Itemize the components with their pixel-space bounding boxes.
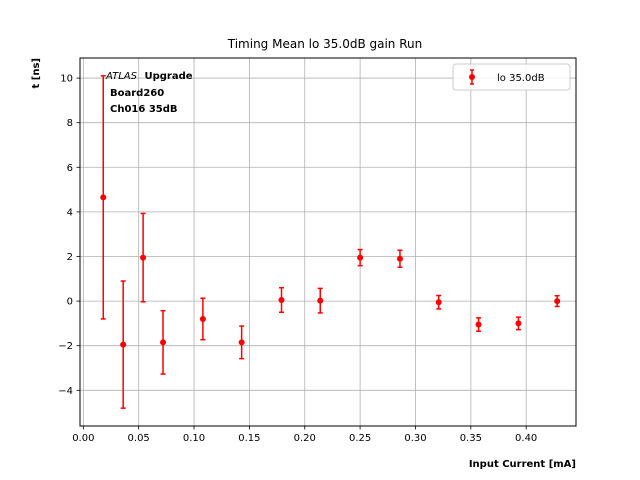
x-tick-label: 0.15 <box>238 433 260 444</box>
y-tick-label: 6 <box>67 163 73 174</box>
data-point <box>238 339 245 346</box>
y-tick-label: 2 <box>67 252 73 263</box>
x-tick-label: 0.20 <box>294 433 316 444</box>
annotation-channel: Ch016 35dB <box>110 104 178 115</box>
y-tick-label: 4 <box>67 207 73 218</box>
data-point <box>140 254 147 261</box>
data-points <box>100 194 561 348</box>
y-tick-label: 0 <box>67 297 73 308</box>
x-tick-label: 0.30 <box>404 433 426 444</box>
data-point <box>160 339 167 346</box>
data-point <box>435 299 442 306</box>
x-tick-label: 0.35 <box>460 433 482 444</box>
y-tick-label: 8 <box>67 118 73 129</box>
legend-label: lo 35.0dB <box>497 73 545 84</box>
x-tick-label: 0.05 <box>128 433 150 444</box>
legend-box <box>452 63 571 91</box>
legend-marker <box>469 74 475 80</box>
data-point <box>278 296 285 303</box>
data-point <box>357 254 364 261</box>
x-tick-label: 0.25 <box>349 433 371 444</box>
atlas-label: ATLAS <box>105 71 138 82</box>
data-point <box>100 194 107 201</box>
chart-title: Timing Mean lo 35.0dB gain Run <box>227 37 422 51</box>
y-axis-label: t [ns] <box>31 58 42 88</box>
data-point <box>120 341 127 348</box>
y-tick-label: 10 <box>60 74 73 85</box>
annotation-line1: ATLAS Upgrade <box>105 71 193 82</box>
legend: lo 35.0dB <box>452 63 571 91</box>
y-tick-label: −4 <box>58 386 73 397</box>
y-tick-label: −2 <box>58 341 73 352</box>
upgrade-label: Upgrade <box>144 71 192 82</box>
x-tick-label: 0.40 <box>515 433 537 444</box>
data-point <box>317 297 324 304</box>
x-axis-label: Input Current [mA] <box>469 459 576 470</box>
plot-frame <box>79 57 577 427</box>
y-axis-ticks: −4 −2 0 2 4 6 8 10 <box>58 74 80 397</box>
grid <box>80 58 576 426</box>
x-axis-ticks: 0.00 0.05 0.10 0.15 0.20 0.25 0.30 0.35 0.40 <box>72 426 537 444</box>
x-tick-label: 0.10 <box>183 433 205 444</box>
data-point <box>515 320 522 327</box>
data-point <box>554 298 561 305</box>
annotation: ATLAS Upgrade Board260 Ch016 35dB <box>105 71 193 115</box>
x-tick-label: 0.00 <box>72 433 94 444</box>
data-point <box>396 255 403 262</box>
data-point <box>199 315 206 322</box>
data-point <box>475 321 482 328</box>
annotation-board: Board260 <box>110 88 164 99</box>
